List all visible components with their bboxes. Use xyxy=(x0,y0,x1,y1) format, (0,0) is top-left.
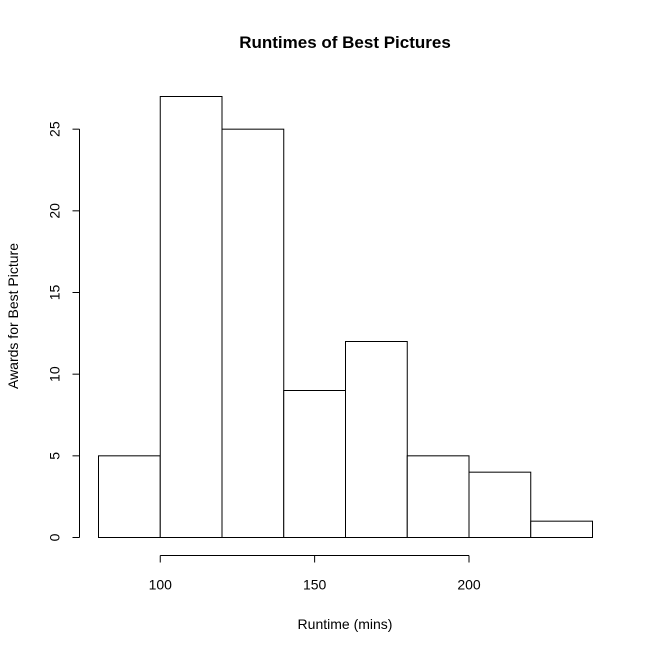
y-tick-label-0: 0 xyxy=(47,533,63,541)
y-tick-label-5: 25 xyxy=(47,121,63,137)
histogram-bar-4 xyxy=(345,341,408,538)
x-tick-label-1: 150 xyxy=(303,577,327,593)
histogram-bar-2 xyxy=(221,128,285,539)
chart-title: Runtimes of Best Pictures xyxy=(239,33,451,52)
y-tick-label-1: 5 xyxy=(47,452,63,460)
x-axis: 100 150 200 xyxy=(149,555,481,593)
y-tick-label-2: 10 xyxy=(47,366,63,382)
x-tick-label-2: 200 xyxy=(457,577,481,593)
histogram-bar-7 xyxy=(530,520,593,539)
bars-group xyxy=(98,96,593,539)
histogram-bar-3 xyxy=(283,390,346,538)
histogram-bar-6 xyxy=(468,471,532,538)
histogram-bar-1 xyxy=(159,96,223,538)
histogram-bar-5 xyxy=(406,455,470,539)
x-tick-label-0: 100 xyxy=(149,577,173,593)
x-axis-label: Runtime (mins) xyxy=(298,616,393,632)
y-axis: 0 5 10 15 20 25 xyxy=(47,121,80,541)
histogram-bar-0 xyxy=(98,455,161,539)
y-axis-label: Awards for Best Picture xyxy=(5,243,21,389)
y-tick-label-4: 20 xyxy=(47,203,63,219)
y-tick-label-3: 15 xyxy=(47,285,63,301)
